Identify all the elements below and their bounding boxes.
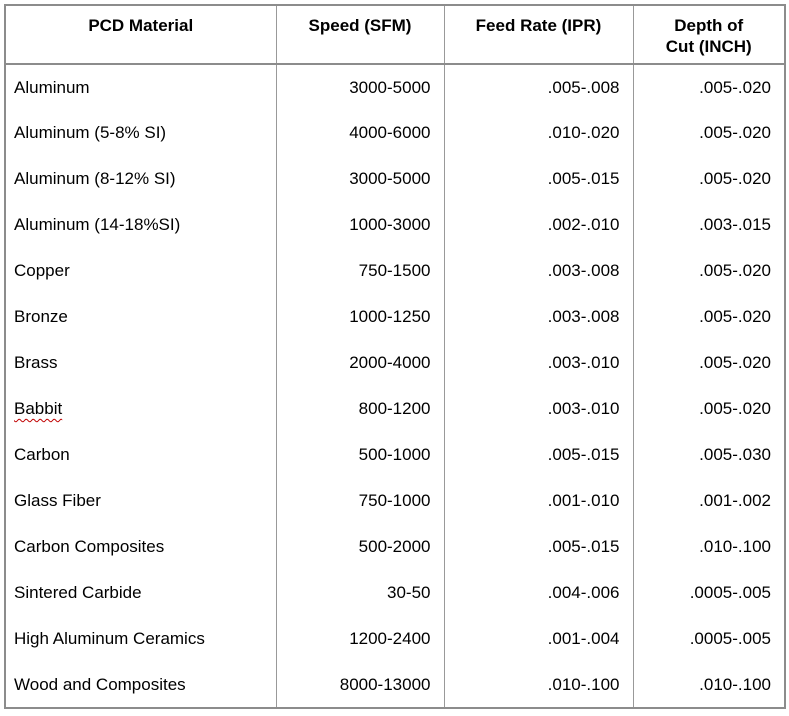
cell-depth: .001-.002	[632, 478, 786, 524]
cell-speed: 8000-13000	[275, 662, 445, 708]
table-row: Copper 750-1500 .003-.008 .005-.020	[4, 248, 786, 294]
cell-depth: .010-.100	[632, 524, 786, 570]
cell-material: Sintered Carbide	[4, 570, 277, 616]
cell-depth: .005-.020	[632, 340, 786, 386]
cell-speed: 3000-5000	[275, 156, 445, 202]
material-label: High Aluminum Ceramics	[14, 629, 205, 648]
material-label: Aluminum (8-12% SI)	[14, 169, 176, 188]
material-label: Sintered Carbide	[14, 583, 142, 602]
cell-material: Aluminum (8-12% SI)	[4, 156, 277, 202]
cell-feed: .010-.100	[443, 662, 634, 708]
cell-feed: .001-.010	[443, 478, 634, 524]
cell-speed: 3000-5000	[275, 64, 445, 110]
header-row: PCD Material Speed (SFM) Feed Rate (IPR)…	[4, 5, 786, 65]
cell-feed: .005-.015	[443, 524, 634, 570]
cell-material: Bronze	[4, 294, 277, 340]
cell-material: Aluminum (14-18%SI)	[4, 202, 277, 248]
cell-depth: .0005-.005	[632, 616, 786, 662]
cell-depth: .005-.020	[632, 386, 786, 432]
cell-speed: 500-2000	[275, 524, 445, 570]
cell-material: Carbon	[4, 432, 277, 478]
cell-feed: .005-.008	[443, 64, 634, 110]
table-row: Aluminum (5-8% SI) 4000-6000 .010-.020 .…	[4, 110, 786, 156]
pcd-machining-table: PCD Material Speed (SFM) Feed Rate (IPR)…	[4, 4, 786, 709]
cell-speed: 2000-4000	[275, 340, 445, 386]
cell-material: Babbit	[4, 386, 277, 432]
material-label: Aluminum (5-8% SI)	[14, 123, 167, 142]
cell-depth: .003-.015	[632, 202, 786, 248]
material-label: Aluminum (14-18%SI)	[14, 215, 181, 234]
cell-feed: .005-.015	[443, 156, 634, 202]
cell-speed: 4000-6000	[275, 110, 445, 156]
cell-depth: .005-.020	[632, 248, 786, 294]
material-label: Carbon Composites	[14, 537, 165, 556]
cell-speed: 1200-2400	[275, 616, 445, 662]
header-speed-sfm: Speed (SFM)	[275, 5, 445, 65]
table-row: Glass Fiber 750-1000 .001-.010 .001-.002	[4, 478, 786, 524]
cell-material: Aluminum	[4, 64, 277, 110]
cell-speed: 750-1500	[275, 248, 445, 294]
material-label: Brass	[14, 353, 58, 372]
table-row: Carbon 500-1000 .005-.015 .005-.030	[4, 432, 786, 478]
table-row: Bronze 1000-1250 .003-.008 .005-.020	[4, 294, 786, 340]
cell-feed: .010-.020	[443, 110, 634, 156]
table-row: High Aluminum Ceramics 1200-2400 .001-.0…	[4, 616, 786, 662]
cell-material: Carbon Composites	[4, 524, 277, 570]
cell-material: Aluminum (5-8% SI)	[4, 110, 277, 156]
cell-feed: .003-.008	[443, 248, 634, 294]
header-pcd-material: PCD Material	[4, 5, 277, 65]
material-label: Bronze	[14, 307, 68, 326]
cell-speed: 30-50	[275, 570, 445, 616]
cell-speed: 1000-3000	[275, 202, 445, 248]
material-label: Wood and Composites	[14, 674, 186, 694]
cell-depth: .005-.020	[632, 110, 786, 156]
material-label: Babbit	[14, 399, 63, 418]
cell-speed: 800-1200	[275, 386, 445, 432]
cell-material: Copper	[4, 248, 277, 294]
table-row: Aluminum (8-12% SI) 3000-5000 .005-.015 …	[4, 156, 786, 202]
table-row: Babbit 800-1200 .003-.010 .005-.020	[4, 386, 786, 432]
table-row: Wood and Composites 8000-13000 .010-.100…	[4, 662, 786, 708]
cell-speed: 750-1000	[275, 478, 445, 524]
table-row: Carbon Composites 500-2000 .005-.015 .01…	[4, 524, 786, 570]
cell-feed: .004-.006	[443, 570, 634, 616]
cell-feed: .002-.010	[443, 202, 634, 248]
material-label: Carbon	[14, 445, 70, 464]
material-label: Copper	[14, 261, 70, 280]
material-label: Glass Fiber	[14, 491, 101, 510]
cell-material: High Aluminum Ceramics	[4, 616, 277, 662]
cell-feed: .005-.015	[443, 432, 634, 478]
cell-material: Glass Fiber	[4, 478, 277, 524]
cell-depth: .0005-.005	[632, 570, 786, 616]
cell-depth: .010-.100	[632, 662, 786, 708]
table-row: Sintered Carbide 30-50 .004-.006 .0005-.…	[4, 570, 786, 616]
cell-material: Brass	[4, 340, 277, 386]
cell-depth: .005-.020	[632, 294, 786, 340]
cell-speed: 1000-1250	[275, 294, 445, 340]
table-body: Aluminum 3000-5000 .005-.008 .005-.020 A…	[4, 64, 786, 708]
cell-speed: 500-1000	[275, 432, 445, 478]
cell-feed: .001-.004	[443, 616, 634, 662]
cell-depth: .005-.020	[632, 64, 786, 110]
cell-material: Wood and Composites	[4, 662, 277, 708]
table-row: Aluminum (14-18%SI) 1000-3000 .002-.010 …	[4, 202, 786, 248]
cell-feed: .003-.010	[443, 386, 634, 432]
cell-depth: .005-.030	[632, 432, 786, 478]
table-row: Aluminum 3000-5000 .005-.008 .005-.020	[4, 64, 786, 110]
header-depth-of-cut: Depth of Cut (INCH)	[632, 5, 786, 65]
header-feed-rate-ipr: Feed Rate (IPR)	[443, 5, 634, 65]
cell-feed: .003-.008	[443, 294, 634, 340]
table-row: Brass 2000-4000 .003-.010 .005-.020	[4, 340, 786, 386]
material-label: Aluminum	[14, 77, 90, 97]
cell-depth: .005-.020	[632, 156, 786, 202]
cell-feed: .003-.010	[443, 340, 634, 386]
